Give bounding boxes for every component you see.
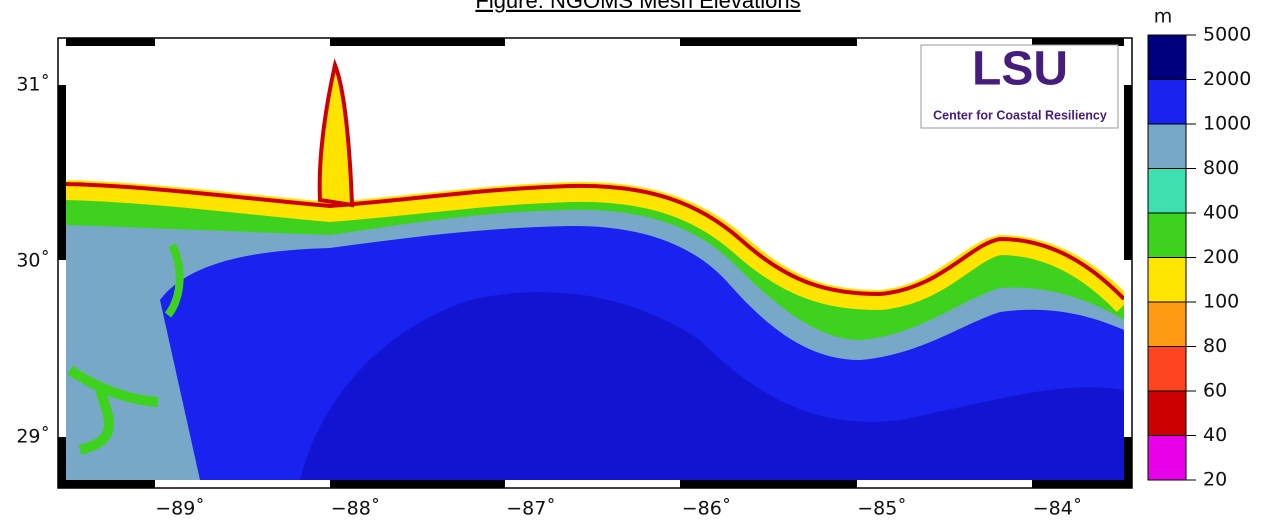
colorbar-label: 200 — [1203, 246, 1239, 268]
frame-segment — [330, 480, 505, 488]
x-tick-label: −84˚ — [1033, 498, 1083, 520]
x-tick-label: −87˚ — [506, 498, 556, 520]
x-tick-label: −86˚ — [682, 498, 732, 520]
colorbar-label: 40 — [1203, 424, 1227, 446]
y-tick-label: 31˚ — [16, 74, 50, 96]
coast-band — [66, 180, 1124, 312]
colorbar-label: 1000 — [1203, 113, 1251, 135]
frame-segment — [1032, 38, 1132, 46]
frame-segment — [1124, 437, 1132, 488]
colorbar-swatch — [1147, 257, 1187, 303]
colorbar-swatch — [1147, 34, 1187, 80]
colorbar-swatch — [1147, 301, 1187, 347]
frame-segment — [680, 480, 857, 488]
colorbar-label: 400 — [1203, 202, 1239, 224]
coastline — [66, 182, 1124, 301]
logo-name: LSU — [972, 43, 1068, 96]
frame-segment — [58, 38, 66, 85]
frame-segment — [1124, 38, 1132, 85]
colorbar-swatch — [1147, 123, 1187, 169]
colorbar-swatch — [1147, 212, 1187, 258]
colorbar-label: 20 — [1203, 469, 1227, 491]
frame-segment — [58, 480, 155, 488]
colorbar-label: 80 — [1203, 335, 1227, 357]
y-tick-label: 30˚ — [16, 250, 50, 272]
frame-segment — [857, 38, 1032, 46]
frame-segment — [58, 260, 66, 437]
delta — [67, 365, 159, 455]
frame-segment — [58, 38, 155, 46]
colorbar-swatch — [1147, 435, 1187, 481]
frame-segment — [330, 38, 505, 46]
logo-subtitle: Center for Coastal Resiliency — [933, 108, 1107, 122]
x-tick-label: −85˚ — [857, 498, 907, 520]
frame-segment — [680, 38, 857, 46]
frame-segment — [1032, 480, 1132, 488]
logo: LSU Center for Coastal Resiliency — [920, 43, 1119, 129]
map-frame — [58, 38, 1132, 488]
frame-segment — [1124, 85, 1132, 260]
y-tick-label: 29˚ — [16, 426, 50, 448]
colorbar-label: 100 — [1203, 291, 1239, 313]
frame-segment — [1124, 260, 1132, 437]
frame-segment — [58, 85, 66, 260]
colorbar-swatch — [1147, 390, 1187, 436]
chandeleur — [164, 243, 184, 318]
frame-segment — [155, 480, 330, 488]
colorbar-unit: m — [1154, 6, 1173, 28]
frame-segment — [505, 480, 680, 488]
x-tick-label: −89˚ — [155, 498, 205, 520]
frame-segment — [155, 38, 330, 46]
colorbar: 5000 2000 1000 800 400 200 100 80 60 40 20 — [1147, 24, 1251, 491]
colorbar-label: 60 — [1203, 380, 1227, 402]
colorbar-label: 2000 — [1203, 68, 1251, 90]
colorbar-swatch — [1147, 346, 1187, 392]
x-tick-label: −88˚ — [331, 498, 381, 520]
mobile-bay — [317, 58, 355, 208]
colorbar-swatch — [1147, 79, 1187, 125]
frame-segment — [857, 480, 1032, 488]
colorbar-label: 5000 — [1203, 24, 1251, 46]
frame-segment — [505, 38, 680, 46]
title: Figure: NGOMS Mesh Elevations — [475, 0, 800, 13]
deep-water — [300, 292, 1124, 480]
colorbar-label: 800 — [1203, 157, 1239, 179]
colorbar-swatch — [1147, 168, 1187, 214]
frame-segment — [58, 437, 66, 488]
